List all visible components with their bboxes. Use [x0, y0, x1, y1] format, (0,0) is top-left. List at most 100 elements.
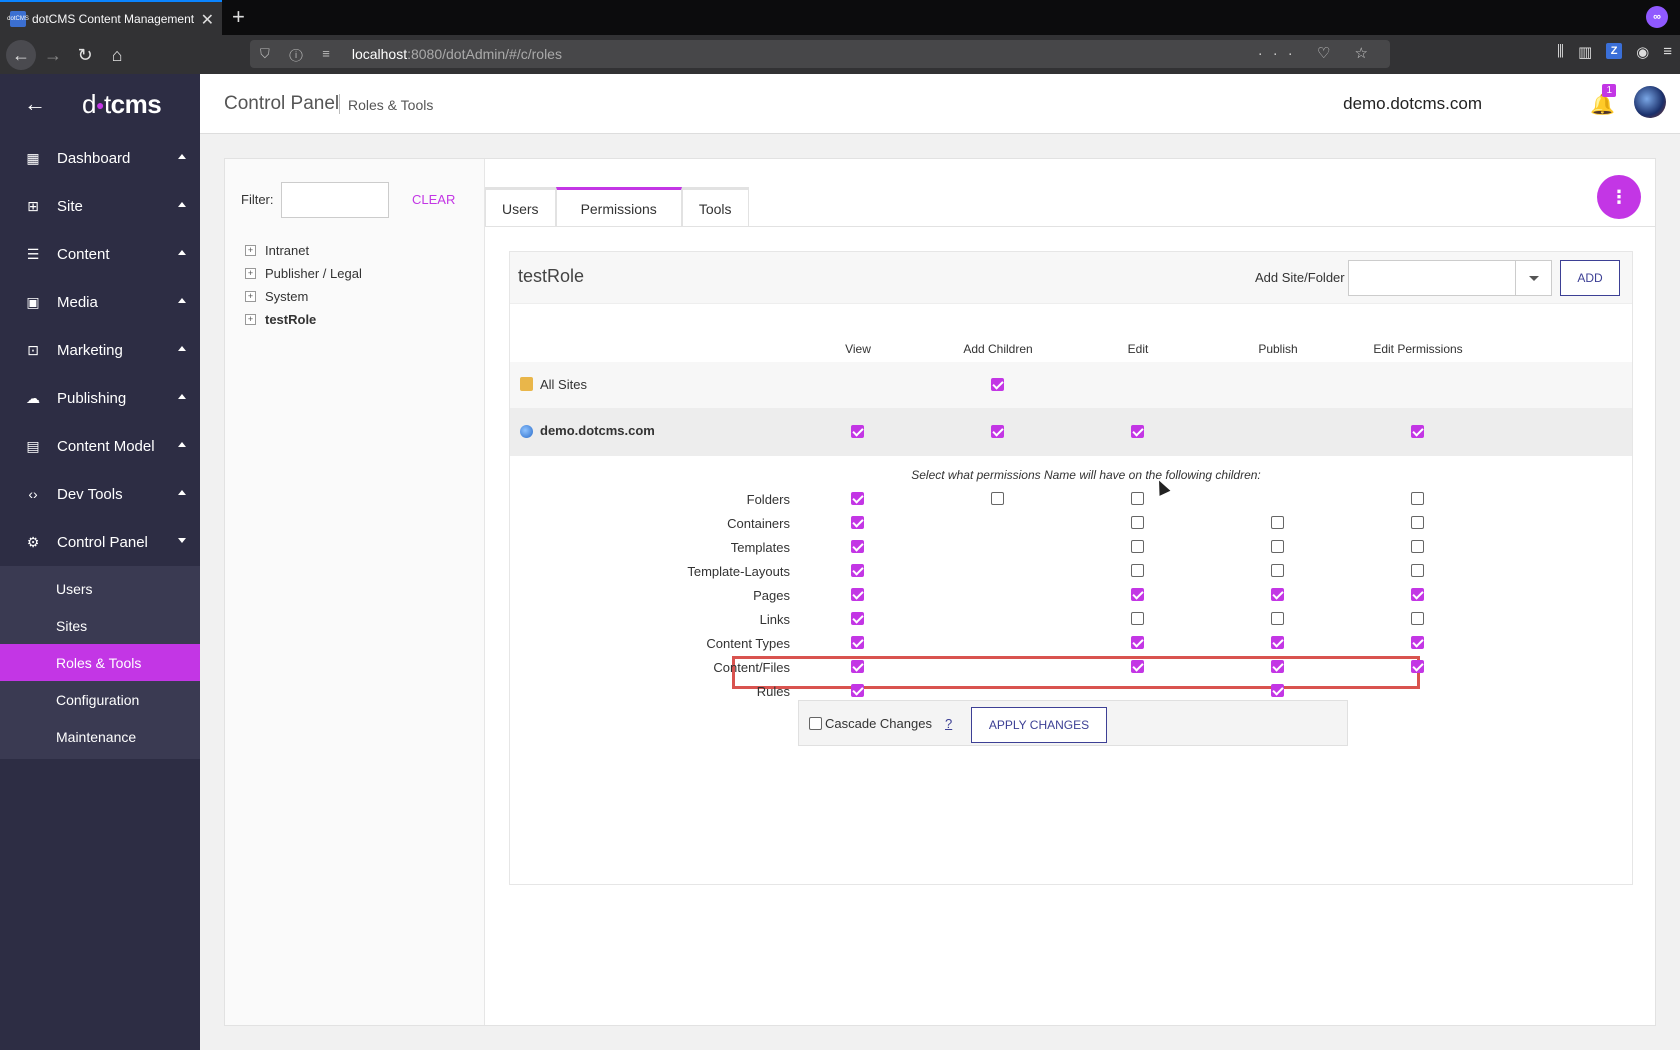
close-tab-icon[interactable]: ✕ [200, 12, 214, 29]
column-header: Publish [1258, 342, 1298, 356]
page-actions-icon[interactable]: ··· ♡ ☆ [1257, 45, 1378, 62]
permission-checkbox[interactable] [1411, 425, 1424, 438]
sidebar-toggle-icon[interactable]: ▥ [1577, 44, 1593, 61]
permission-checkbox[interactable] [1131, 588, 1144, 601]
browser-forward-icon[interactable]: → [44, 44, 62, 65]
apply-changes-button[interactable]: APPLY CHANGES [971, 707, 1107, 743]
permission-checkbox[interactable] [1411, 564, 1424, 577]
permission-checkbox[interactable] [851, 564, 864, 577]
permission-checkbox[interactable] [991, 378, 1004, 391]
permission-checkbox[interactable] [1411, 492, 1424, 505]
sidebar-item-dashboard[interactable]: ▦ Dashboard [0, 134, 200, 182]
site-selector[interactable]: demo.dotcms.com [1343, 94, 1482, 113]
permission-checkbox[interactable] [1271, 612, 1284, 625]
add-site-button[interactable]: ADD [1560, 260, 1620, 296]
zotero-icon[interactable]: Z [1606, 43, 1623, 59]
permission-checkbox[interactable] [1411, 660, 1424, 673]
chevron-down-icon[interactable] [1515, 261, 1551, 295]
tab-permissions[interactable]: Permissions [555, 187, 682, 227]
submenu-item-users[interactable]: Users [56, 580, 93, 597]
sidebar-item-publishing[interactable]: ☁ Publishing [0, 374, 200, 422]
permission-checkbox[interactable] [851, 612, 864, 625]
permission-checkbox[interactable] [1131, 540, 1144, 553]
caret-icon [178, 346, 186, 351]
submenu-item-roles-tools[interactable]: Roles & Tools [0, 644, 200, 681]
permission-checkbox[interactable] [1411, 636, 1424, 649]
user-avatar[interactable] [1634, 86, 1666, 118]
permission-checkbox[interactable] [991, 492, 1004, 505]
url-bar[interactable]: ⛉ ⓘ ≡ localhost:8080/dotAdmin/#/c/roles … [250, 40, 1390, 68]
sidebar-item-dev-tools[interactable]: ‹› Dev Tools [0, 470, 200, 518]
submenu-item-maintenance[interactable]: Maintenance [56, 728, 137, 745]
browser-tab[interactable]: dotCMS dotCMS Content Management ✕ [0, 0, 222, 35]
clear-filter-button[interactable]: CLEAR [412, 192, 456, 207]
browser-back-icon[interactable]: ← [6, 40, 36, 70]
permission-checkbox[interactable] [851, 636, 864, 649]
permission-checkbox[interactable] [1131, 425, 1144, 438]
permission-checkbox[interactable] [1411, 612, 1424, 625]
tree-item[interactable]: + Intranet [245, 239, 362, 262]
cascade-help-link[interactable]: ? [945, 716, 953, 731]
tab-users[interactable]: Users [485, 187, 556, 227]
permission-checkbox[interactable] [1271, 636, 1284, 649]
permission-checkbox[interactable] [1271, 564, 1284, 577]
expand-icon[interactable]: + [245, 268, 256, 279]
permission-checkbox[interactable] [1271, 540, 1284, 553]
permission-checkbox[interactable] [1411, 588, 1424, 601]
child-permission-row: Content Types [510, 632, 1632, 654]
sidebar-item-site[interactable]: ⊞ Site [0, 182, 200, 230]
permission-checkbox[interactable] [851, 684, 864, 697]
filter-input[interactable] [281, 182, 389, 218]
permission-checkbox[interactable] [1131, 660, 1144, 673]
sidebar-item-marketing[interactable]: ⊡ Marketing [0, 326, 200, 374]
new-tab-button[interactable]: + [232, 4, 245, 29]
permission-checkbox[interactable] [1271, 588, 1284, 601]
menu-icon[interactable]: ≡ [1663, 43, 1672, 60]
permission-checkbox[interactable] [1131, 516, 1144, 529]
tree-item[interactable]: + testRole [245, 308, 362, 331]
permission-checkbox[interactable] [1271, 684, 1284, 697]
permission-checkbox[interactable] [991, 425, 1004, 438]
expand-icon[interactable]: + [245, 291, 256, 302]
sidebar-item-content-model[interactable]: ▤ Content Model [0, 422, 200, 470]
permission-checkbox[interactable] [1271, 660, 1284, 673]
permission-checkbox[interactable] [1411, 540, 1424, 553]
more-actions-button[interactable]: ⋮ [1597, 175, 1641, 219]
library-icon[interactable]: ⫼ [1557, 43, 1564, 60]
permission-checkbox[interactable] [851, 516, 864, 529]
expand-icon[interactable]: + [245, 245, 256, 256]
sidebar-item-control-panel[interactable]: ⚙ Control Panel [0, 518, 200, 566]
permission-checkbox[interactable] [1131, 612, 1144, 625]
notification-bell-icon[interactable]: 🔔 [1590, 94, 1615, 116]
submenu-item-configuration[interactable]: Configuration [56, 691, 140, 708]
submenu-item-sites[interactable]: Sites [56, 617, 88, 634]
permission-checkbox[interactable] [1131, 636, 1144, 649]
permission-checkbox[interactable] [851, 540, 864, 553]
permission-checkbox[interactable] [1271, 516, 1284, 529]
sidebar-item-label: Dashboard [57, 149, 131, 167]
permission-checkbox[interactable] [1411, 516, 1424, 529]
home-icon[interactable]: ⌂ [111, 44, 123, 65]
permission-checkbox[interactable] [851, 588, 864, 601]
sidebar-item-content[interactable]: ☰ Content [0, 230, 200, 278]
sidebar-item-media[interactable]: ▣ Media [0, 278, 200, 326]
expand-icon[interactable]: + [245, 314, 256, 325]
child-permission-row: Rules [510, 680, 1632, 702]
account-icon[interactable]: ◉ [1636, 44, 1650, 61]
permission-checkbox[interactable] [851, 660, 864, 673]
tree-item[interactable]: + Publisher / Legal [245, 262, 362, 285]
permission-checkbox[interactable] [1131, 492, 1144, 505]
cascade-changes-checkbox[interactable] [809, 717, 822, 730]
sidebar-item-label: Site [57, 197, 83, 215]
permission-checkbox[interactable] [851, 492, 864, 505]
collapse-sidebar-icon[interactable]: ← [24, 91, 46, 116]
tab-tools[interactable]: Tools [681, 187, 749, 227]
permission-checkbox[interactable] [1131, 564, 1144, 577]
add-site-select[interactable] [1348, 260, 1552, 296]
reload-icon[interactable]: ↻ [77, 44, 93, 65]
globe-icon [520, 425, 533, 438]
permission-checkbox[interactable] [851, 425, 864, 438]
site-info-icon[interactable]: ⛉ ⓘ ≡ [260, 46, 338, 61]
roles-content: Filter: CLEAR + Intranet + Publisher / Lega… [224, 158, 1656, 1026]
tree-item[interactable]: + System [245, 285, 362, 308]
